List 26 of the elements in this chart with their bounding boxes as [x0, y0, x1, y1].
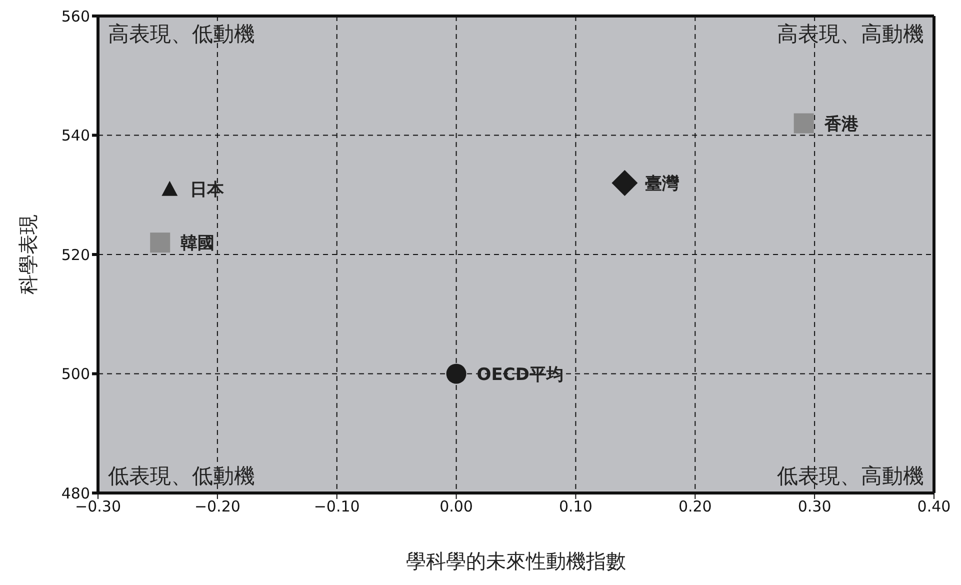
x-tick-label: 0.20	[678, 498, 712, 516]
y-tick-label: 500	[61, 365, 90, 384]
y-tick-label: 540	[61, 126, 90, 145]
point	[612, 170, 638, 196]
point	[150, 232, 170, 253]
y-tick-label: 560	[61, 7, 90, 26]
x-tick-label: 0.40	[917, 498, 951, 516]
y-axis-title: 科學表現	[16, 214, 40, 294]
series-label: 香港	[823, 114, 860, 134]
series-label: 臺灣	[645, 174, 680, 194]
series-label: 韓國	[180, 234, 215, 254]
x-tick-label: 0.00	[440, 498, 473, 516]
annotation: 低表現、高動機	[777, 464, 924, 488]
annotation: 高表現、低動機	[108, 22, 255, 46]
point	[446, 364, 466, 384]
x-tick-label: −0.10	[314, 498, 360, 516]
x-axis-title: 學科學的未來性動機指數	[406, 549, 626, 573]
x-tick-label: −0.20	[194, 498, 240, 516]
series-label: 日本	[190, 180, 226, 200]
point	[162, 180, 178, 196]
annotation: 低表現、低動機	[108, 464, 255, 488]
x-tick-label: 0.10	[559, 498, 592, 516]
y-tick-label: 520	[61, 246, 90, 264]
x-tick-label: 0.30	[798, 498, 832, 516]
annotation: 高表現、高動機	[777, 22, 924, 46]
point	[794, 113, 814, 134]
